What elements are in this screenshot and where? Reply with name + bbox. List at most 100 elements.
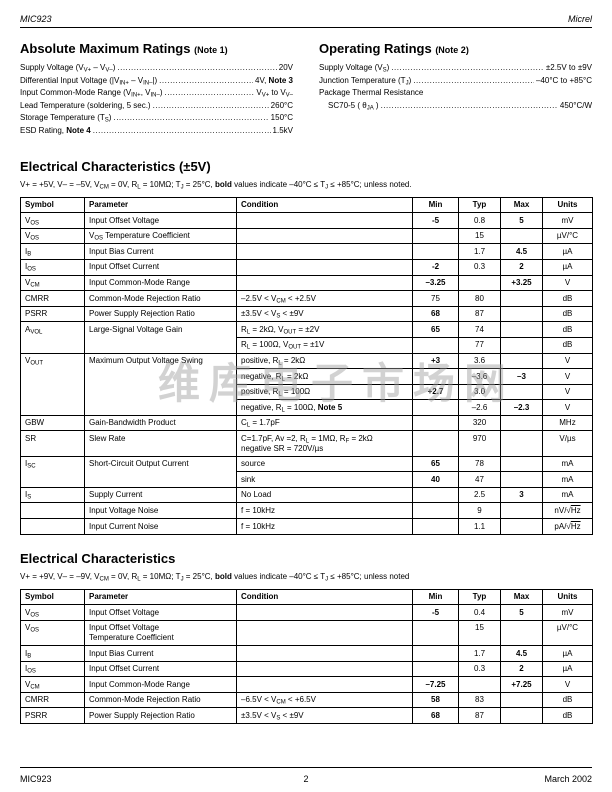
table-cell: –2.6 [458, 399, 501, 416]
table-row: Input Current Noise f = 10kHz 1.1 pA/√Hz [20, 518, 593, 535]
table-cell [412, 645, 459, 662]
dotted-leader [164, 87, 254, 100]
table-cell [412, 414, 459, 432]
rating-value: ±2.5V to ±9V [545, 63, 592, 72]
table-row: IS Supply Current No Load 2.5 3 mA [20, 486, 593, 504]
ec5-table: Symbol Parameter Condition Min Typ Max Units VO… [20, 196, 593, 535]
rating-label: Package Thermal Resistance [319, 88, 424, 98]
table-cell: negative, RL = 100Ω, Note 5 [236, 399, 413, 416]
table-cell: 2.5 [458, 486, 501, 504]
table-cell: Input Bias Current [84, 243, 237, 260]
table-cell: +3.25 [500, 274, 543, 292]
table-cell: 68 [412, 305, 459, 323]
table-row: VOS VOS Temperature Coefficient 15 µV/°C [20, 227, 593, 245]
table-row: VOS Input Offset Voltage Temperature Coeff… [20, 619, 593, 647]
table-row: ISC Short-Circuit Output Current source 65 7… [20, 455, 593, 488]
table-cell: VOUT [20, 352, 85, 416]
table-cell: 2 [500, 258, 543, 276]
footer-page-number: 2 [303, 774, 309, 784]
table-cell: 15 [458, 619, 501, 647]
table-cell: pA/√Hz [542, 518, 593, 535]
table-cell: 80 [458, 290, 501, 307]
table-cell: –3.6 [458, 368, 501, 385]
table-cell: dB [542, 305, 593, 323]
table-row: RL = 100Ω, VOUT = ±1V 77 dB [21, 336, 593, 354]
column-header: Max [500, 196, 543, 214]
table-cell: µV/°C [542, 619, 593, 647]
abs-max-list: Supply Voltage (VV+ – VV–) 20V Differentia… [20, 62, 293, 138]
table-cell [236, 243, 413, 260]
table-cell: 3.0 [458, 383, 501, 401]
table-cell: 74 [458, 321, 501, 338]
table-cell [458, 676, 501, 693]
table-row: VOS Input Offset Voltage -5 0.4 5 mV [20, 604, 593, 621]
table-header-row: Symbol Parameter Condition Min Typ Max Units [20, 588, 593, 606]
table-cell: 4.5 [500, 645, 543, 662]
table-cell: –2.5V < VCM < +2.5V [236, 290, 413, 307]
table-cell: –3.25 [412, 274, 459, 292]
table-cell: dB [542, 290, 593, 307]
rating-item: Differential Input Voltage (|VIN+ – VIN–… [20, 75, 293, 88]
rating-item: ESD Rating, Note 4 1.5kV [20, 125, 293, 138]
dotted-leader [113, 112, 268, 125]
table-cell [20, 518, 85, 535]
rating-item: Input Common-Mode Range (VIN+, VIN–) VV+ … [20, 87, 293, 100]
table-row: positive, RL = 100Ω +2.7 3.0 V [21, 383, 593, 401]
rating-item: Package Thermal Resistance [319, 87, 592, 100]
table-cell: 3 [500, 486, 543, 504]
table-cell: µA [542, 243, 593, 260]
table-cell: Maximum Output Voltage Swing [84, 352, 237, 416]
dotted-leader [117, 62, 276, 75]
electrical-characteristics-9v-section: Electrical Characteristics V+ = +9V, V– … [20, 551, 593, 724]
table-cell: Supply Current [84, 486, 237, 504]
ratings-columns: Absolute Maximum Ratings (Note 1) Supply… [20, 41, 592, 138]
table-cell: negative, RL = 2kΩ [236, 368, 413, 385]
table-cell: RL = 2kΩ, VOUT = ±2V [236, 321, 413, 338]
table-cell: Common-Mode Rejection Ratio [84, 290, 237, 307]
table-cell: VCM [20, 676, 85, 693]
table-cell: RL = 100Ω, VOUT = ±1V [236, 336, 413, 354]
table-cell: mV [542, 212, 593, 229]
column-header: Condition [236, 588, 413, 606]
table-cell: Input Offset Voltage [84, 212, 237, 229]
table-cell: SR [20, 430, 85, 457]
table-cell [500, 502, 543, 520]
table-cell: V [542, 274, 593, 292]
table-cell [412, 660, 459, 678]
rating-item: Storage Temperature (TS) 150°C [20, 112, 293, 125]
rating-value: 20V [278, 63, 293, 72]
rating-value: 1.5kV [272, 125, 293, 135]
table-cell: +3 [412, 352, 459, 370]
table-cell: 87 [458, 305, 501, 323]
rating-label: Lead Temperature (soldering, 5 sec.) [20, 100, 151, 110]
table-cell: ISC [20, 455, 85, 488]
table-cell: mV [542, 604, 593, 621]
table-cell [236, 212, 413, 229]
table-row: CMRR Common-Mode Rejection Ratio –2.5V < V… [20, 290, 593, 307]
operating-ratings-section: Operating Ratings (Note 2) Supply Voltag… [319, 41, 592, 138]
table-cell: CMRR [20, 290, 85, 307]
table-cell [500, 352, 543, 370]
table-cell: positive, RL = 100Ω [236, 383, 413, 401]
table-cell: positive, RL = 2kΩ [236, 352, 413, 370]
table-cell: VOS [20, 604, 85, 621]
table-cell: ±3.5V < VS < ±9V [236, 707, 413, 724]
table-cell: 5 [500, 212, 543, 229]
ec9-preamble: V+ = +9V, V– = –9V, VCM = 0V, RL = 10MΩ;… [20, 571, 410, 583]
column-header: Symbol [20, 196, 85, 214]
table-cell: 65 [412, 455, 459, 473]
rating-label: Differential Input Voltage (|VIN+ – VIN–… [20, 75, 158, 87]
table-cell: IOS [20, 660, 85, 678]
table-cell: dB [542, 691, 593, 709]
table-cell [500, 455, 543, 473]
table-cell: Input Voltage Noise [84, 502, 237, 520]
table-row: CMRR Common-Mode Rejection Ratio –6.5V < V… [20, 691, 593, 709]
table-cell: µA [542, 258, 593, 276]
table-row: IOS Input Offset Current 0.3 2 µA [20, 660, 593, 678]
table-cell: VCM [20, 274, 85, 292]
column-header: Min [412, 588, 459, 606]
absolute-maximum-ratings-section: Absolute Maximum Ratings (Note 1) Supply… [20, 41, 293, 138]
rating-label: Supply Voltage (VS) [319, 63, 390, 74]
table-cell [500, 471, 543, 488]
ec9-table: Symbol Parameter Condition Min Typ Max Units VO… [20, 588, 593, 724]
